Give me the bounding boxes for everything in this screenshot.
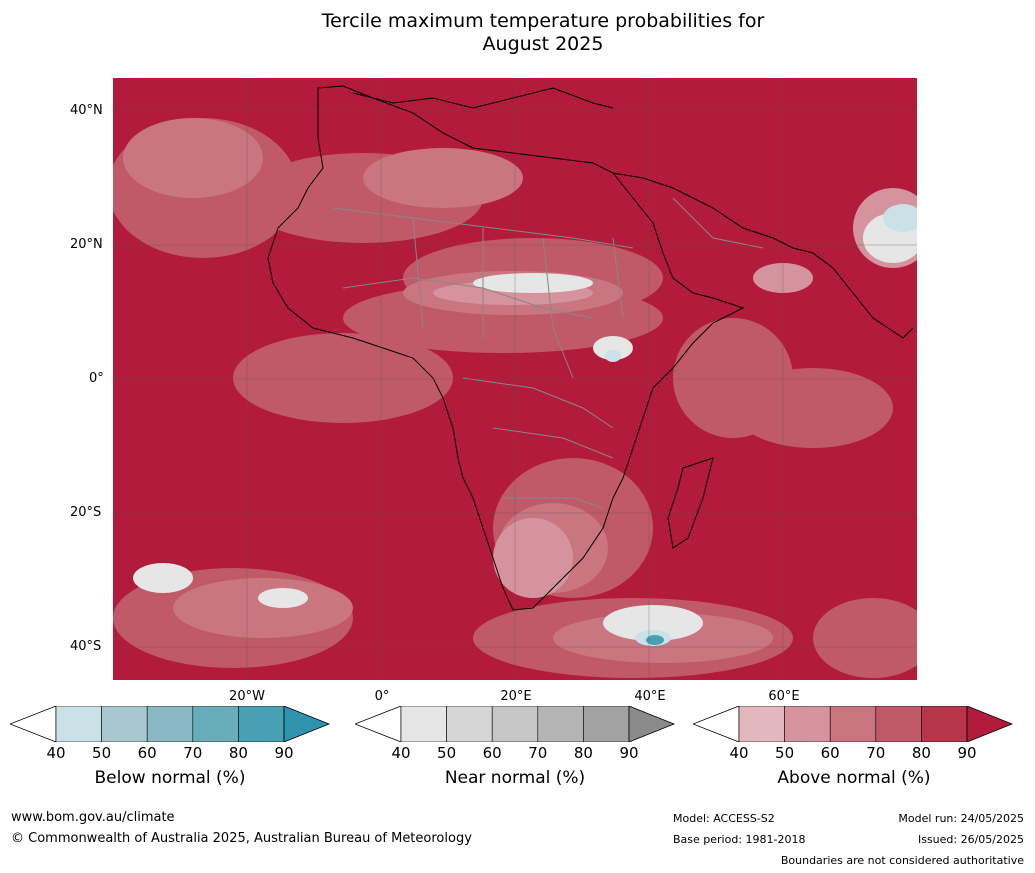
colorbar-extend-high — [283, 706, 331, 742]
colorbar-above-normal — [693, 706, 1014, 742]
colorbar-segment — [446, 706, 493, 742]
colorbar-tick-label: 60 — [820, 744, 840, 762]
model-text: Model: ACCESS-S2 — [673, 812, 775, 825]
colorbar-segment — [101, 706, 148, 742]
colorbar-near-normal — [355, 706, 676, 742]
colorbar-segment — [583, 706, 630, 742]
lon-label-60e: 60°E — [768, 689, 800, 704]
colorbar-segment — [491, 706, 539, 742]
colorbar-tick-label: 40 — [391, 744, 411, 762]
lat-label-40n: 40°N — [70, 103, 103, 118]
colorbar-segment — [537, 706, 584, 742]
title-line-1: Tercile maximum temperature probabilitie… — [321, 10, 765, 32]
near-normal-regions — [133, 213, 917, 641]
lon-label-20e: 20°E — [500, 689, 532, 704]
lat-label-20n: 20°N — [70, 237, 103, 252]
colorbar-segment — [400, 706, 447, 742]
colorbar-extend-low — [355, 706, 402, 742]
colorbar-tick-label: 70 — [528, 744, 548, 762]
colorbar-segment — [784, 706, 831, 742]
disclaimer-text: Boundaries are not considered authoritat… — [780, 854, 1024, 867]
model-run-text: Model run: 24/05/2025 — [898, 812, 1024, 825]
colorbar-tick-label: 80 — [573, 744, 593, 762]
colorbar-label-near-normal: Near normal (%) — [444, 768, 586, 788]
colorbar-tick-label: 50 — [92, 744, 112, 762]
colorbar-extend-low — [10, 706, 57, 742]
colorbar-extend-high — [628, 706, 676, 742]
website-text: www.bom.gov.au/climate — [11, 810, 175, 825]
colorbar-tick-label: 70 — [183, 744, 203, 762]
country-borders — [332, 197, 764, 509]
copyright-text: © Commonwealth of Australia 2025, Austra… — [11, 831, 472, 846]
below-normal-strong-regions — [646, 635, 664, 645]
lat-label-40s: 40°S — [70, 639, 102, 654]
madagascar-outline — [667, 457, 714, 549]
lat-label-0: 0° — [89, 371, 104, 386]
colorbar-segment — [146, 706, 194, 742]
issued-text: Issued: 26/05/2025 — [917, 833, 1024, 846]
colorbar-segment — [238, 706, 285, 742]
coastlines — [267, 85, 914, 611]
lat-label-20s: 20°S — [70, 505, 102, 520]
colorbar-segment — [829, 706, 877, 742]
colorbar-below-normal — [10, 706, 331, 742]
colorbar-tick-label: 40 — [729, 744, 749, 762]
colorbar-segment — [192, 706, 239, 742]
lon-label-0: 0° — [374, 689, 390, 704]
colorbar-label-above-normal: Above normal (%) — [777, 768, 931, 788]
colorbar-tick-label: 70 — [866, 744, 886, 762]
colorbar-tick-label: 90 — [274, 744, 294, 762]
colorbar-tick-label: 80 — [228, 744, 248, 762]
probability-map — [113, 78, 917, 680]
colorbar-tick-label: 80 — [911, 744, 931, 762]
colorbar-label-below-normal: Below normal (%) — [94, 768, 246, 788]
colorbar-segment — [875, 706, 922, 742]
title-line-2: August 2025 — [482, 33, 604, 55]
colorbar-extend-low — [693, 706, 740, 742]
colorbar-tick-label: 50 — [775, 744, 795, 762]
colorbar-tick-label: 50 — [437, 744, 457, 762]
graticule — [113, 78, 917, 680]
colorbar-tick-label: 60 — [482, 744, 502, 762]
lon-label-40e: 40°E — [634, 689, 666, 704]
colorbar-tick-label: 60 — [137, 744, 157, 762]
colorbar-segment — [921, 706, 968, 742]
lon-label-20w: 20°W — [229, 689, 265, 704]
colorbar-segment — [55, 706, 102, 742]
colorbar-extend-high — [966, 706, 1014, 742]
base-period-text: Base period: 1981-2018 — [673, 833, 806, 846]
colorbar-segment — [738, 706, 785, 742]
map-title: Tercile maximum temperature probabilitie… — [243, 10, 843, 56]
colorbar-tick-label: 90 — [957, 744, 977, 762]
colorbar-tick-label: 40 — [46, 744, 66, 762]
colorbar-tick-label: 90 — [619, 744, 639, 762]
